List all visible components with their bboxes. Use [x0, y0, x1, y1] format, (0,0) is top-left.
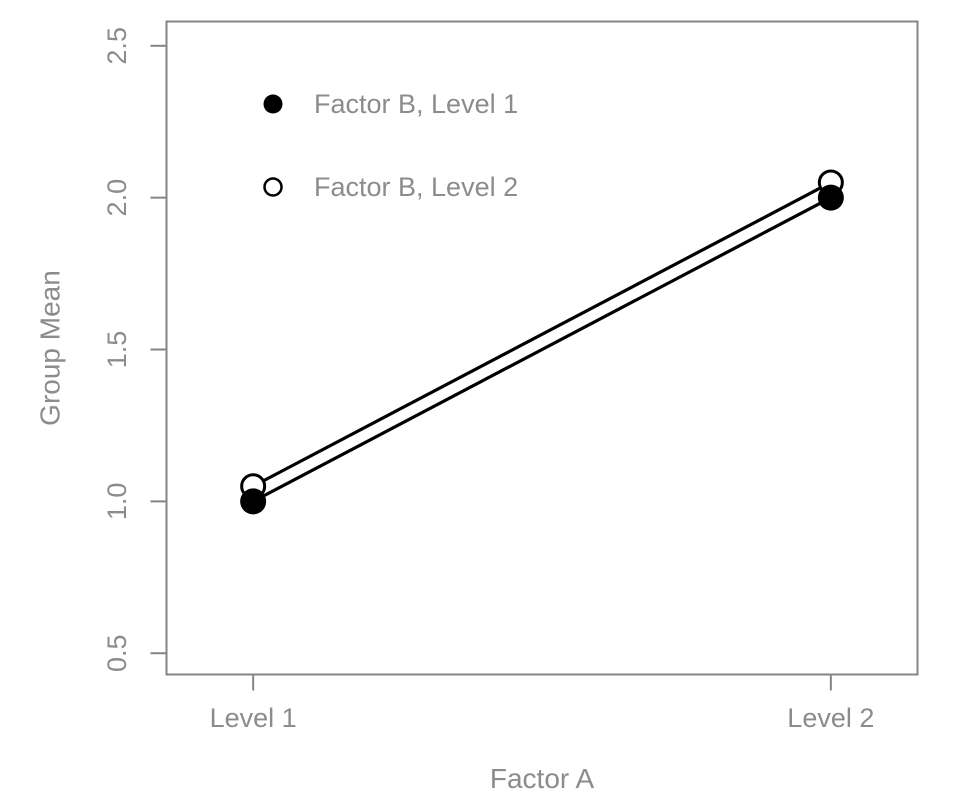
y-tick-label: 1.0	[102, 483, 132, 521]
legend-label: Factor B, Level 1	[314, 89, 518, 119]
legend-marker-filled-circle-icon	[263, 94, 283, 114]
series-line	[252, 196, 832, 503]
y-tick-label: 0.5	[102, 634, 132, 672]
x-tick-label: Level 2	[787, 703, 874, 733]
legend-marker-open-circle-icon	[263, 177, 283, 197]
legend-label: Factor B, Level 2	[314, 172, 518, 202]
data-point-filled	[240, 488, 267, 515]
y-tick-label: 2.0	[102, 179, 132, 217]
series-line	[252, 181, 832, 488]
plot-border	[165, 20, 919, 676]
x-axis-title: Factor A	[490, 763, 595, 794]
y-tick-label: 1.5	[102, 331, 132, 369]
y-axis-title: Group Mean	[34, 270, 65, 426]
y-tick-label: 2.5	[102, 27, 132, 65]
data-point-filled	[817, 184, 844, 211]
x-tick-label: Level 1	[210, 703, 297, 733]
